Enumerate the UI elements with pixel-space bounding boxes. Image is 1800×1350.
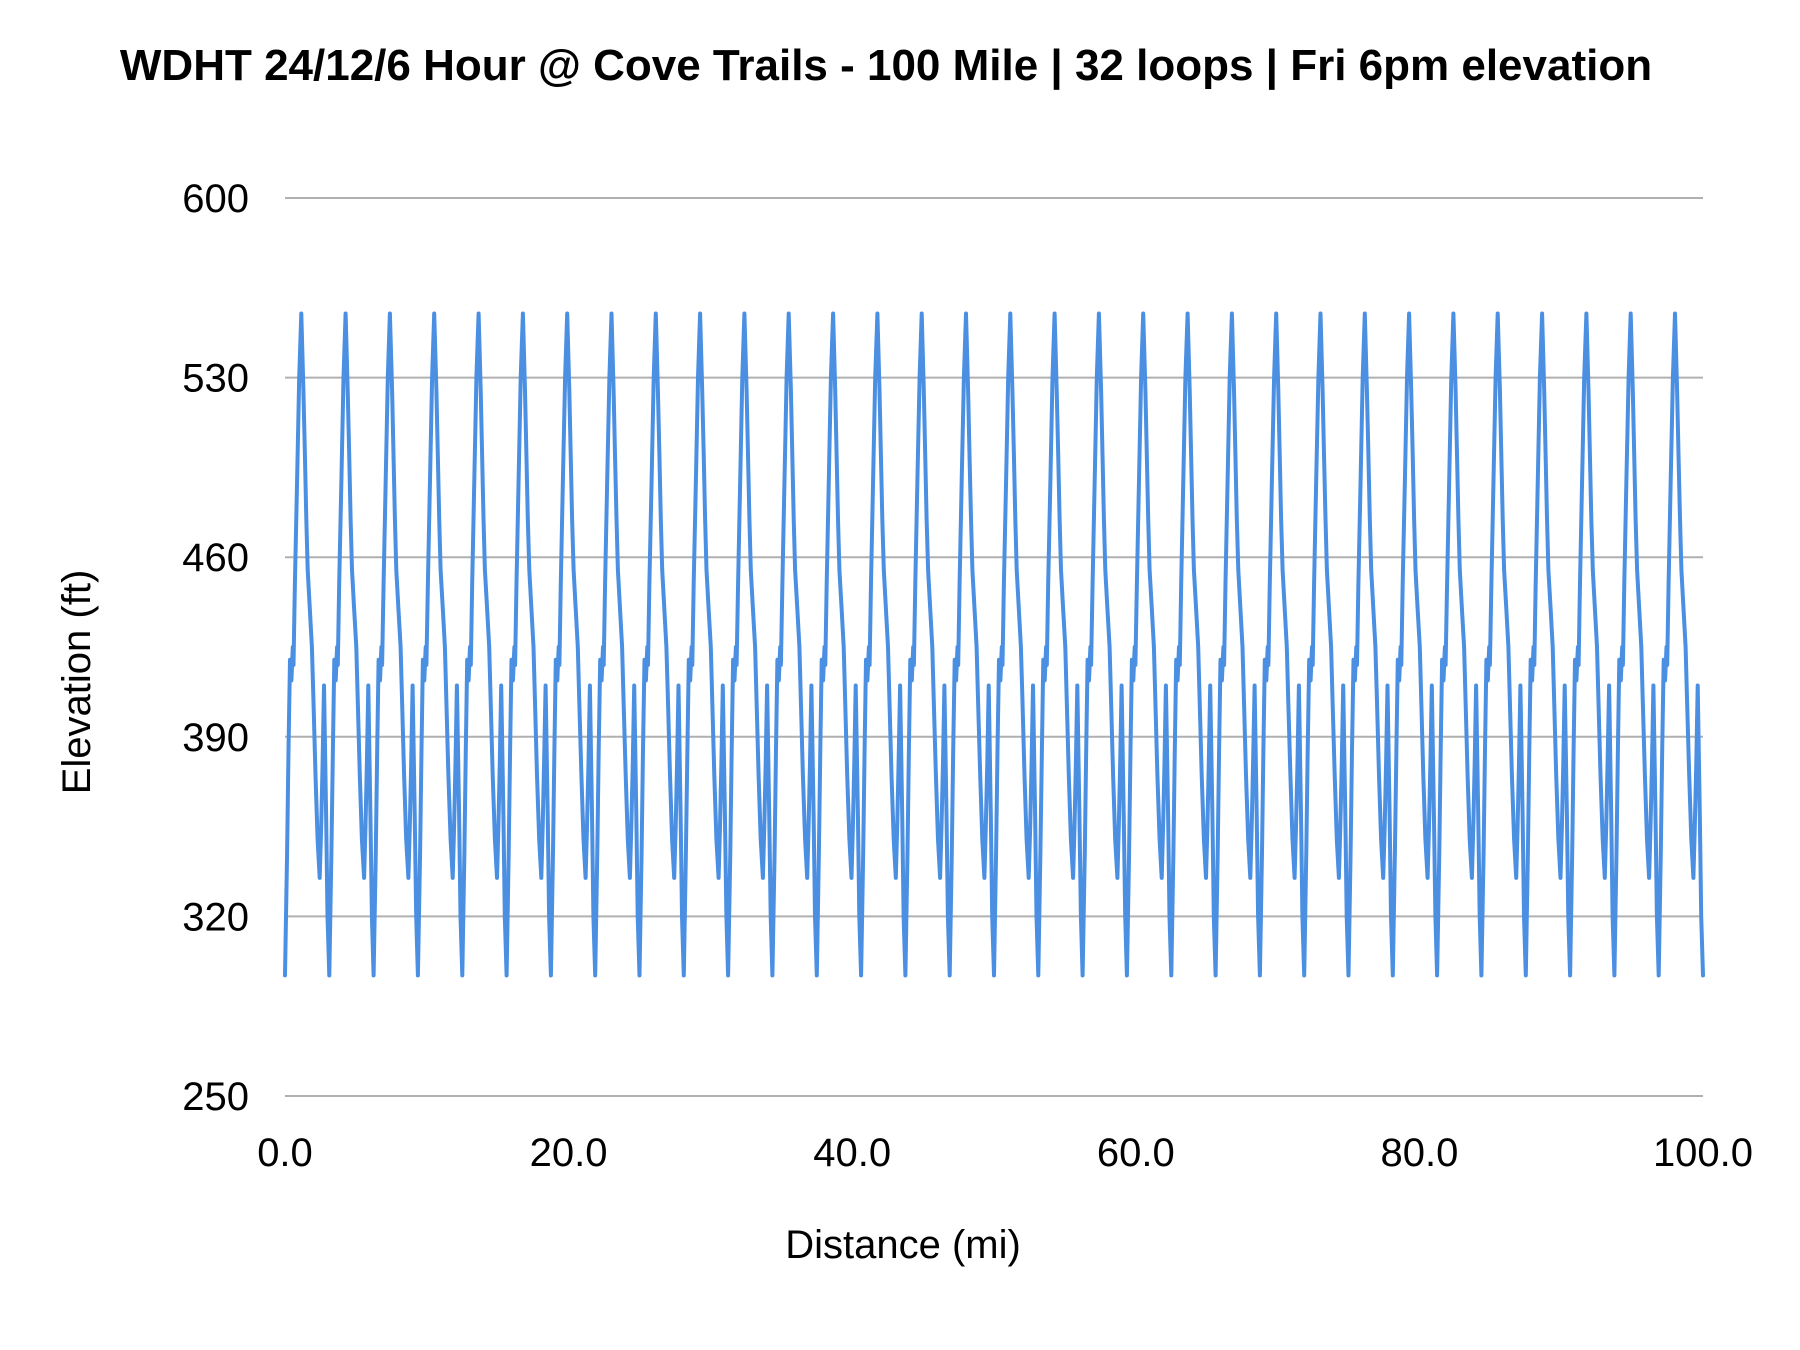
y-tick-label: 600 xyxy=(182,177,249,221)
y-tick-label: 320 xyxy=(182,895,249,939)
x-tick-label: 80.0 xyxy=(1380,1131,1458,1175)
x-tick-label: 100.0 xyxy=(1653,1131,1753,1175)
y-axis-ticks: 600 530 460 390 320 250 xyxy=(182,177,249,1119)
x-tick-label: 60.0 xyxy=(1097,1131,1175,1175)
x-tick-label: 0.0 xyxy=(257,1131,313,1175)
x-tick-label: 40.0 xyxy=(813,1131,891,1175)
x-axis-title: Distance (mi) xyxy=(785,1223,1021,1267)
chart-title: WDHT 24/12/6 Hour @ Cove Trails - 100 Mi… xyxy=(120,41,1652,91)
y-tick-label: 460 xyxy=(182,536,249,580)
x-axis-ticks: 0.0 20.0 40.0 60.0 80.0 100.0 xyxy=(257,1131,1753,1175)
y-axis-title: Elevation (ft) xyxy=(55,570,99,795)
x-tick-label: 20.0 xyxy=(530,1131,608,1175)
y-tick-label: 250 xyxy=(182,1075,249,1119)
elevation-series-line xyxy=(283,311,1705,978)
y-tick-label: 530 xyxy=(182,357,249,401)
y-tick-label: 390 xyxy=(182,716,249,760)
series-layer xyxy=(283,311,1705,978)
